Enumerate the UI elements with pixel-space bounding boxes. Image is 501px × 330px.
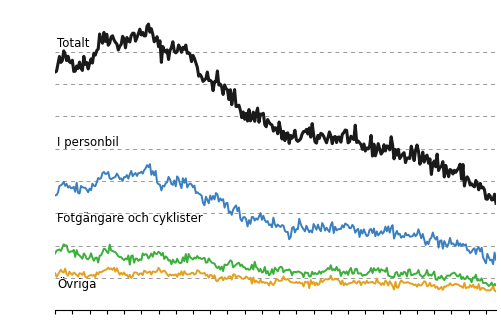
Text: Totalt: Totalt (57, 37, 90, 50)
Text: Fotgängare och cyklister: Fotgängare och cyklister (57, 212, 203, 225)
Text: Övriga: Övriga (57, 277, 97, 291)
Text: I personbil: I personbil (57, 136, 119, 149)
